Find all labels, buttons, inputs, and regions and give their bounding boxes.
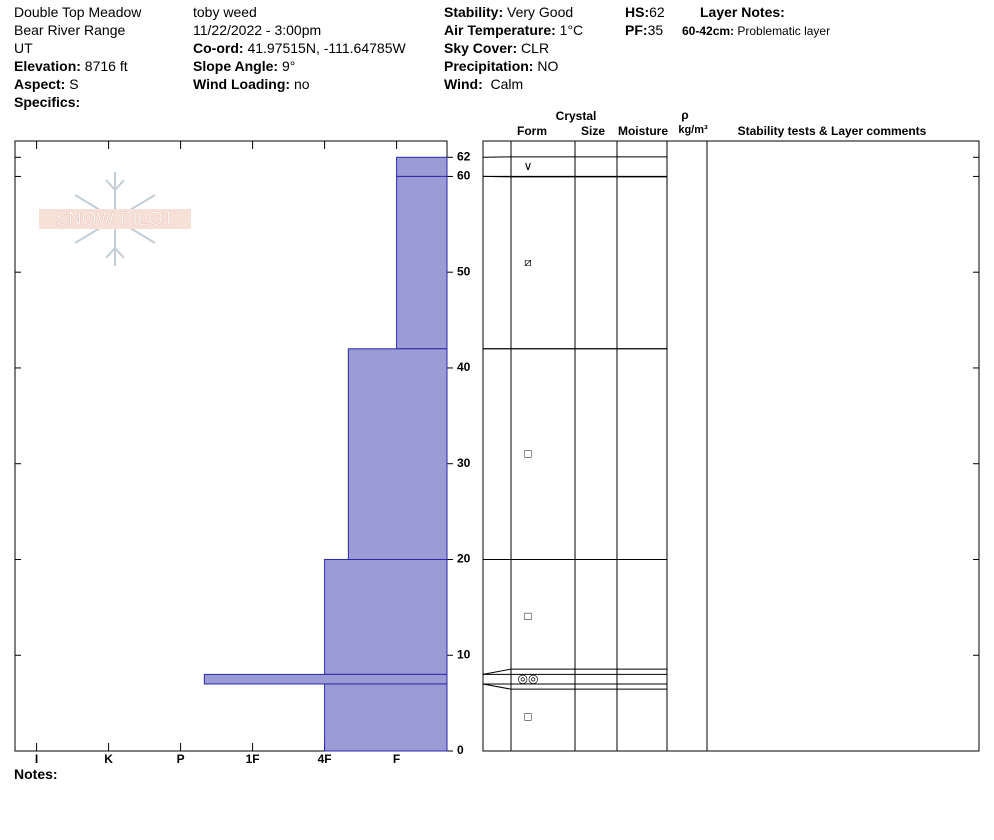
table-header: Crystal Form Size Moisture ρ kg/m³ Stabi… bbox=[517, 108, 927, 138]
grain-form: □ bbox=[524, 710, 531, 724]
x-tick-label: I bbox=[35, 752, 38, 766]
value: 1°C bbox=[559, 22, 584, 38]
value: 8716 ft bbox=[84, 58, 128, 74]
datetime: 11/22/2022 - 3:00pm bbox=[193, 22, 322, 38]
logo: SNOW PILOT bbox=[39, 172, 191, 266]
y-tick-label: 62 bbox=[457, 149, 471, 163]
value: 35 bbox=[647, 22, 664, 38]
hardness-bar bbox=[324, 558, 448, 675]
layer-boundary bbox=[482, 668, 667, 675]
pf-row: PF:35 bbox=[625, 21, 663, 39]
value: CLR bbox=[521, 40, 550, 56]
header-comments: Stability tests & Layer comments bbox=[738, 124, 927, 138]
aspect-row: Aspect: S bbox=[14, 75, 79, 93]
slope-row: Slope Angle: 9° bbox=[193, 57, 295, 75]
value: S bbox=[69, 76, 79, 92]
x-tick-label: 1F bbox=[246, 752, 260, 766]
grain-form: ⧄ bbox=[524, 255, 532, 269]
logo-band bbox=[39, 209, 191, 229]
y-tick-label: 10 bbox=[457, 647, 471, 661]
header-density-unit: kg/m³ bbox=[678, 124, 708, 136]
label: Stability: bbox=[444, 4, 504, 20]
hardness-bar bbox=[396, 156, 448, 177]
y-tick-label: 60 bbox=[457, 169, 471, 183]
label: Sky Cover: bbox=[444, 40, 518, 56]
hardness-bar bbox=[203, 673, 448, 685]
header-form: Form bbox=[517, 124, 547, 138]
grain-form: □ bbox=[524, 609, 531, 623]
logo-text: SNOW PILOT bbox=[55, 209, 175, 230]
x-tick-label: F bbox=[393, 752, 400, 766]
hs-row: HS:62 bbox=[625, 3, 665, 21]
notes-row: Notes: bbox=[14, 765, 58, 783]
y-tick-label: 40 bbox=[457, 360, 471, 374]
label: Co-ord: bbox=[193, 40, 244, 56]
specifics-row: Specifics: bbox=[14, 93, 80, 111]
y-tick-label: 30 bbox=[457, 456, 471, 470]
layer-boundary bbox=[482, 683, 667, 690]
y-tick-label: 20 bbox=[457, 552, 471, 566]
layer-notes-label: Layer Notes: bbox=[700, 3, 785, 21]
label: Specifics: bbox=[14, 94, 81, 110]
layer-note-row: 60-42cm: Problematic layer bbox=[682, 22, 830, 40]
stability-row: Stability: Very Good bbox=[444, 3, 573, 21]
label: HS: bbox=[625, 4, 650, 20]
label: Precipitation: bbox=[444, 58, 534, 74]
label: Layer Notes: bbox=[700, 4, 785, 20]
location: Double Top Meadow bbox=[14, 4, 142, 20]
y-tick-label: 0 bbox=[457, 743, 464, 757]
hardness-bar bbox=[396, 175, 448, 350]
x-tick-label: K bbox=[104, 752, 113, 766]
hardness-bar bbox=[347, 348, 448, 560]
header-crystal: Crystal bbox=[556, 109, 597, 123]
label: Wind: bbox=[444, 76, 483, 92]
value: 62 bbox=[649, 4, 665, 20]
header-rho: ρ bbox=[681, 108, 688, 122]
observer: toby weed bbox=[193, 4, 257, 20]
header-size: Size bbox=[581, 124, 605, 138]
label: Aspect: bbox=[14, 76, 66, 92]
elevation-row: Elevation: 8716 ft bbox=[14, 57, 128, 75]
range: Bear River Range bbox=[14, 22, 126, 38]
value: NO bbox=[537, 58, 559, 74]
sky-row: Sky Cover: CLR bbox=[444, 39, 549, 57]
precip-row: Precipitation: NO bbox=[444, 57, 558, 75]
value: Very Good bbox=[507, 4, 574, 20]
label: Slope Angle: bbox=[193, 58, 279, 74]
x-tick-label: 4F bbox=[318, 752, 332, 766]
y-tick-label: 50 bbox=[457, 264, 471, 278]
table-columns bbox=[510, 141, 708, 751]
grain-form: ∨ bbox=[524, 159, 533, 173]
table-frame bbox=[482, 140, 980, 752]
air-temp-row: Air Temperature: 1°C bbox=[444, 21, 583, 39]
label: PF: bbox=[625, 22, 648, 38]
label: Air Temperature: bbox=[444, 22, 556, 38]
wind-loading-row: Wind Loading: no bbox=[193, 75, 310, 93]
header-moisture: Moisture bbox=[618, 124, 668, 138]
label: Notes: bbox=[14, 766, 58, 782]
state: UT bbox=[14, 40, 33, 56]
hardness-bar bbox=[324, 683, 448, 752]
label: Wind Loading: bbox=[193, 76, 291, 92]
label: 60-42cm: bbox=[682, 24, 735, 38]
wind-row: Wind: Calm bbox=[444, 75, 523, 93]
value: no bbox=[293, 76, 310, 92]
grain-form: □ bbox=[524, 446, 531, 460]
value: Problematic layer bbox=[737, 24, 831, 38]
value: 41.97515N, -111.64785W bbox=[247, 40, 406, 56]
coord-row: Co-ord: 41.97515N, -111.64785W bbox=[193, 39, 406, 57]
grain-form: ◎◎ bbox=[518, 671, 539, 685]
value: 9° bbox=[281, 58, 296, 74]
value: Calm bbox=[490, 76, 524, 92]
x-tick-label: P bbox=[177, 752, 185, 766]
label: Elevation: bbox=[14, 58, 81, 74]
